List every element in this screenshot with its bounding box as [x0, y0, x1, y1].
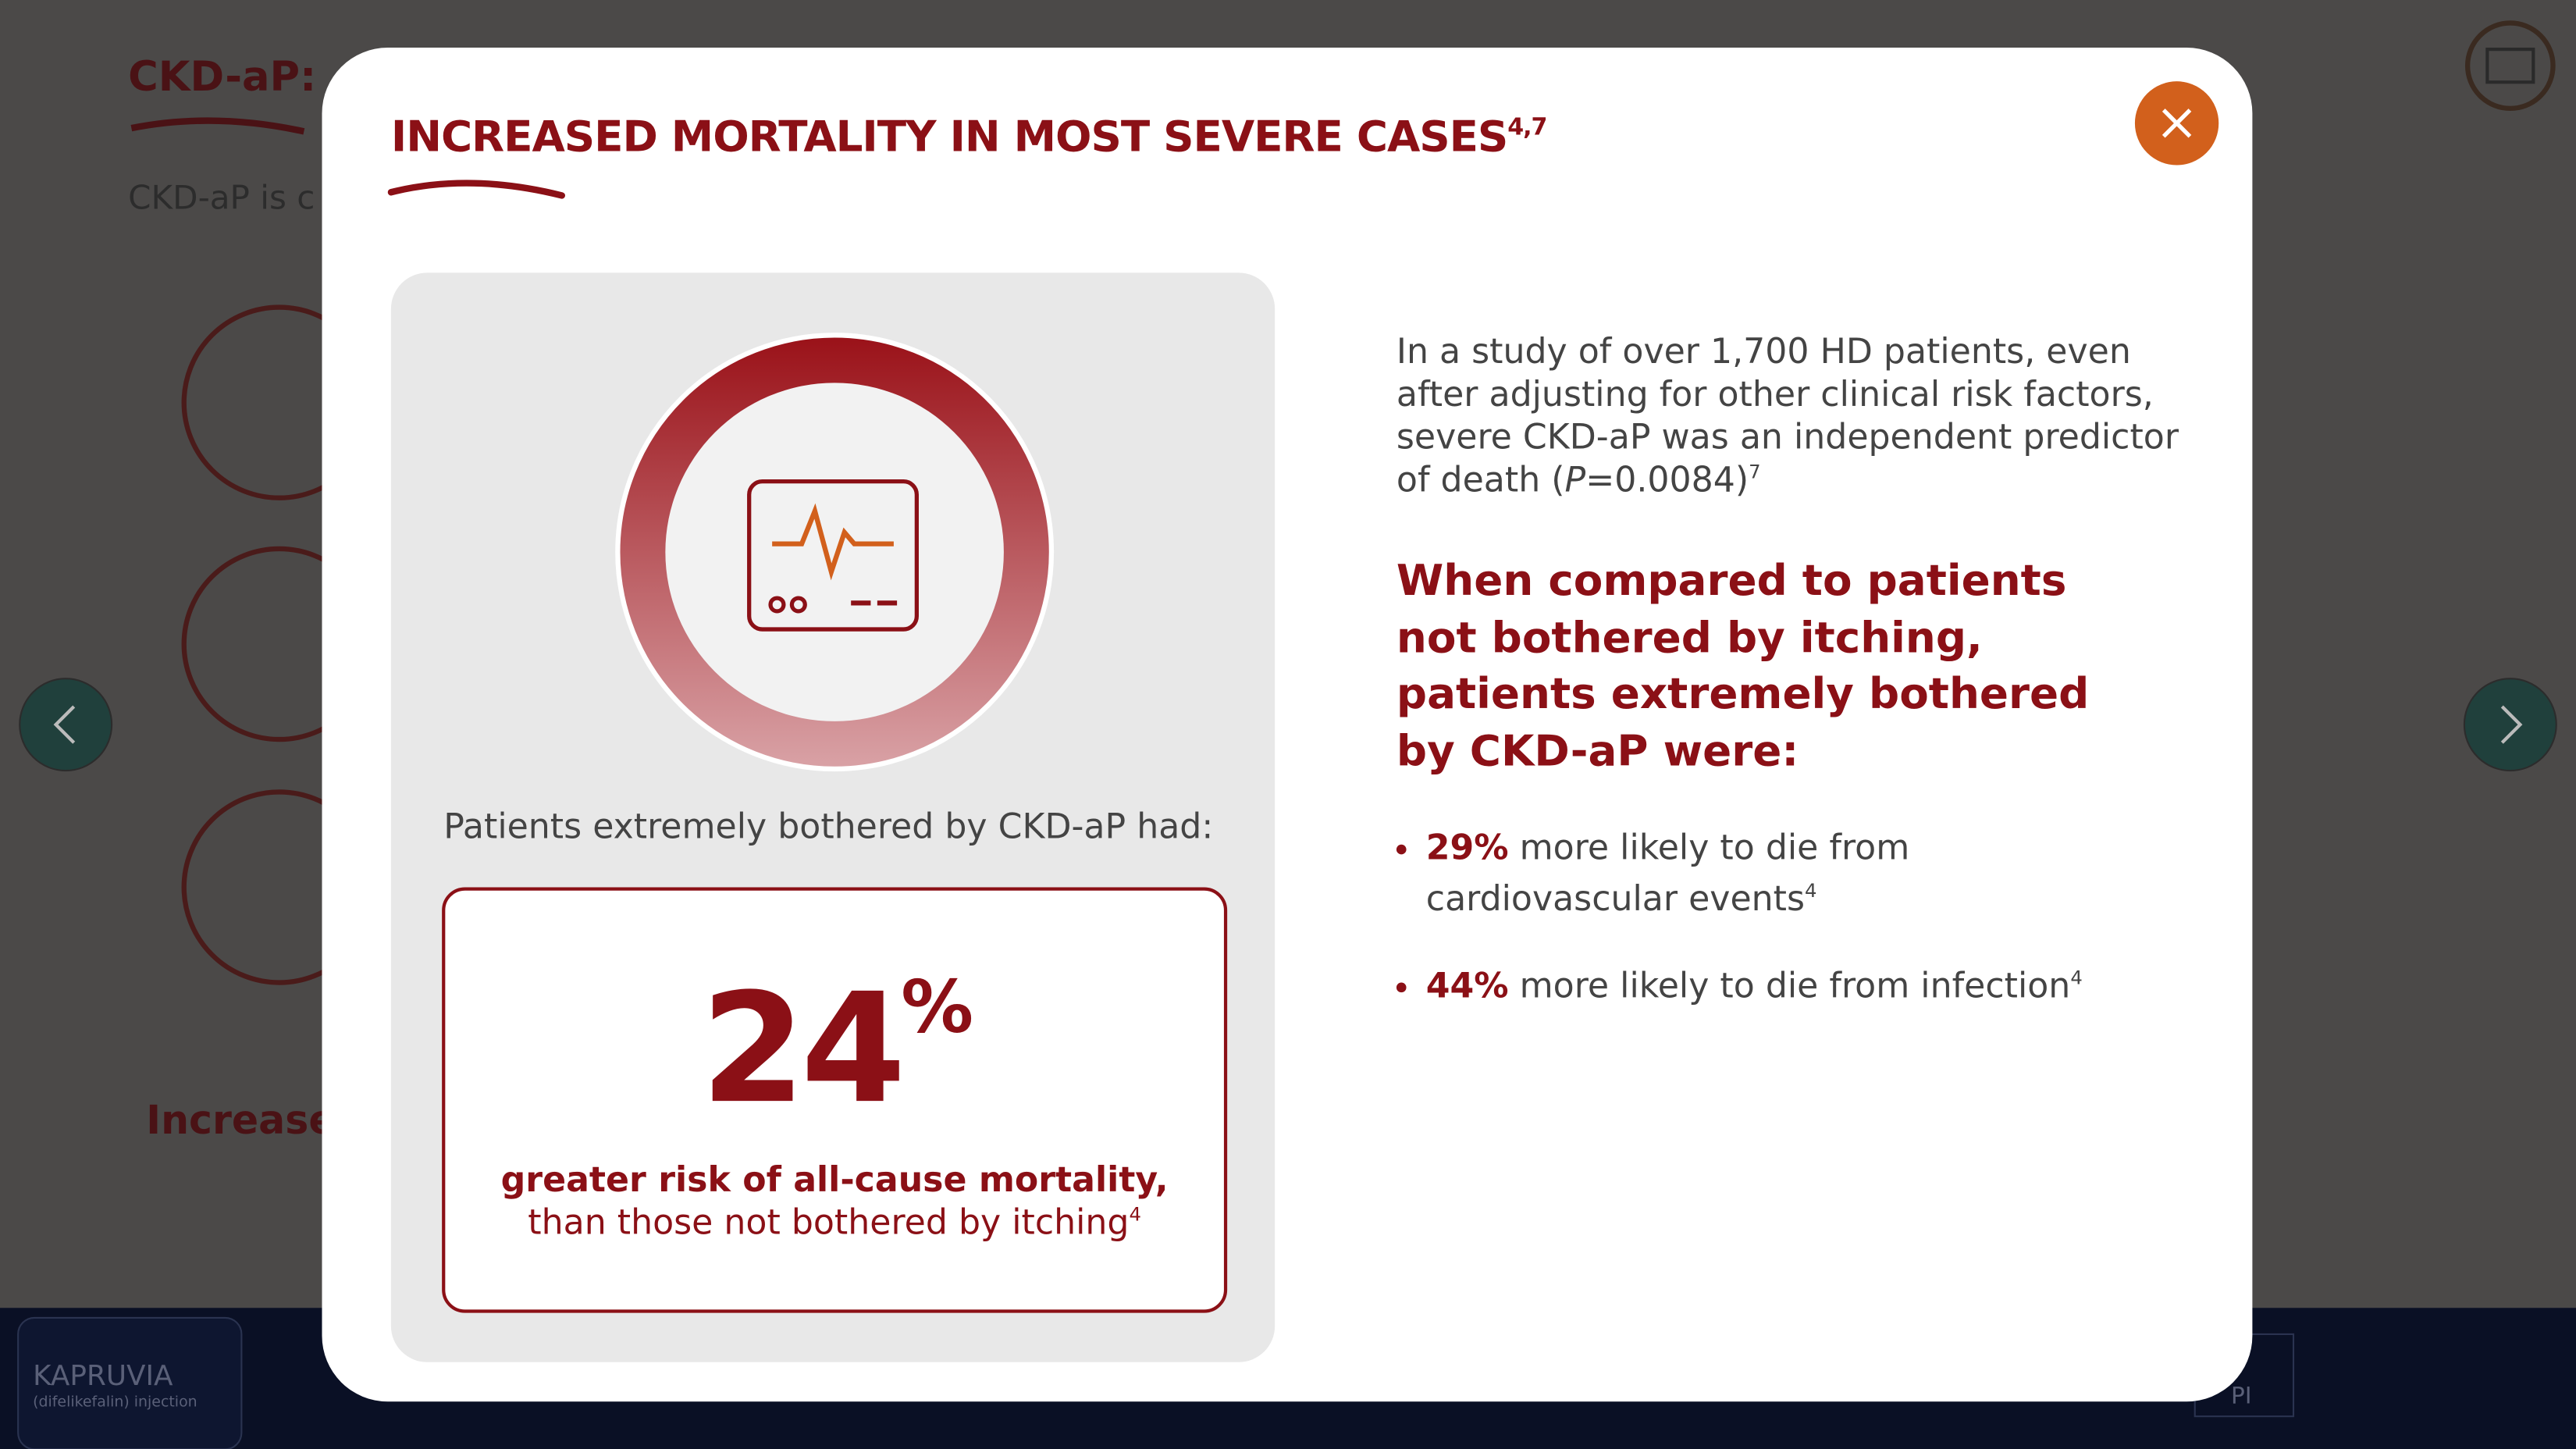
title-underline — [387, 180, 565, 199]
left-panel: Patients extremely bothered by CKD-aP ha… — [390, 272, 1276, 1362]
para-ref: 7 — [1749, 460, 1761, 483]
bullet: 29% more likely to die from cardiovascul… — [1396, 823, 2169, 924]
prev-arrow — [53, 705, 76, 744]
bg-title: CKD-aP: — [128, 52, 317, 101]
heading: When compared to patients not bothered b… — [1396, 557, 2090, 777]
prev-button[interactable] — [19, 678, 113, 772]
stat-number: 24 — [700, 961, 906, 1137]
title-text: INCREASED MORTALITY IN MOST SEVERE CASES — [390, 113, 1508, 163]
bg-underline — [130, 117, 305, 135]
next-button[interactable] — [2463, 678, 2557, 772]
stat: 24% — [445, 972, 1224, 1126]
bullet-value: 44% — [1425, 966, 1509, 1006]
bullet-text: more likely to die from cardiovascular e… — [1425, 828, 1910, 919]
brand-sub: (difelikefalin) injection — [33, 1394, 197, 1412]
bullet-list: 29% more likely to die from cardiovascul… — [1396, 823, 2169, 1048]
bullet-value: 29% — [1425, 828, 1509, 868]
next-arrow — [2500, 705, 2523, 744]
bullet: 44% more likely to die from infection4 — [1396, 961, 2169, 1012]
ring-icon — [615, 333, 1055, 772]
library-button[interactable] — [2464, 20, 2556, 112]
para-end: =0.0084) — [1585, 460, 1749, 500]
para-start: In a study of over 1,700 HD patients, ev… — [1396, 332, 2179, 500]
para-italic: P — [1564, 460, 1586, 500]
close-button[interactable] — [2126, 76, 2231, 181]
stat-rest: than those not bothered by itching — [528, 1202, 1130, 1243]
brand-box — [17, 1316, 243, 1449]
stat-unit: % — [901, 966, 973, 1050]
bg-intro: CKD-aP is c — [128, 177, 315, 217]
bullet-ref: 4 — [1805, 878, 1817, 903]
stat-box: 24% greater risk of all-cause mortality,… — [442, 887, 1228, 1313]
bullet-dot — [1396, 844, 1407, 855]
modal: INCREASED MORTALITY IN MOST SEVERE CASES… — [322, 48, 2253, 1402]
pi-label: PI — [2231, 1383, 2252, 1410]
title-ref: 4,7 — [1507, 115, 1547, 141]
paragraph: In a study of over 1,700 HD patients, ev… — [1397, 330, 2201, 501]
stat-bold: greater risk of all-cause mortality, — [500, 1159, 1169, 1200]
bullet-text: more likely to die from infection — [1508, 966, 2071, 1006]
bullet-ref: 4 — [2070, 966, 2083, 989]
book-icon — [2485, 48, 2535, 84]
stat-text: greater risk of all-cause mortality, tha… — [478, 1159, 1190, 1244]
brand: KAPRUVIA — [33, 1360, 173, 1394]
stat-ref: 4 — [1129, 1202, 1141, 1226]
caption: Patients extremely bothered by CKD-aP ha… — [443, 806, 1214, 846]
modal-title: INCREASED MORTALITY IN MOST SEVERE CASES… — [390, 113, 1548, 163]
bullet-dot — [1396, 982, 1407, 993]
